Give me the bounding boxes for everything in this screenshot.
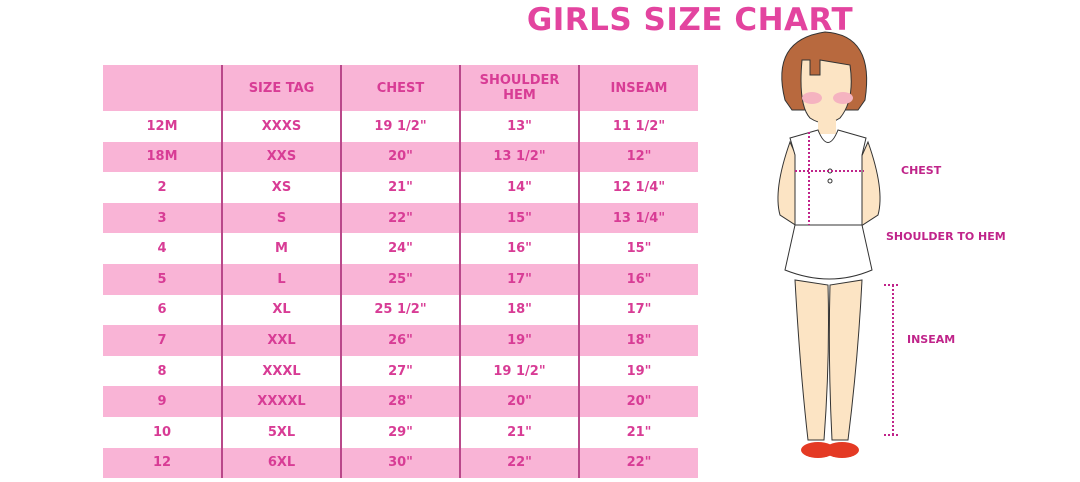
table-cell: 18M [103,141,222,173]
table-cell: XXXXL [221,386,341,417]
table-cell: 22" [578,447,698,479]
table-row: 8 XXXL 27" 19 1/2" 19" [103,355,698,387]
table-row: 18M XXS 20" 13 1/2" 12" [103,141,698,173]
table-cell: 14" [459,172,579,203]
table-row: 12 6XL 30" 22" 22" [103,447,698,479]
table-cell: 17" [578,294,698,326]
table-cell: 21" [340,172,460,203]
table-cell: 18" [459,294,579,326]
table-cell: 16" [578,263,698,295]
table-row: 4 M 24" 16" 15" [103,233,698,264]
table-cell: 12" [578,141,698,173]
size-chart-table: SIZE TAG CHEST SHOULDER HEM INSEAM 12M XXXS 1… [103,65,698,479]
table-cell: S [221,202,341,234]
table-cell: 26" [340,325,460,356]
table-cell: 8 [157,363,167,379]
table-cell: 12 1/4" [578,172,698,203]
table-cell: 28" [340,386,460,417]
table-cell: 13 1/4" [578,202,698,234]
table-row: 9 XXXXL 28" 20" 20" [103,386,698,417]
table-cell: 6XL [221,447,341,479]
table-cell: 29" [340,416,460,448]
table-row: 7 XXL 26" 19" 18" [103,325,698,356]
table-cell: 30" [340,447,460,479]
table-row: 5 L 25" 17" 16" [103,263,698,295]
table-cell: 22" [340,202,460,234]
table-cell: 24" [340,233,460,264]
column-header [103,65,222,111]
table-cell: 2 [157,179,167,195]
table-cell: XXXS [221,111,341,142]
girl-measurement-illustration [777,31,898,458]
column-header: INSEAM [578,65,698,111]
column-header: SIZE TAG [221,65,341,111]
column-header: SHOULDER HEM [459,65,579,111]
table-cell: 15" [578,233,698,264]
table-cell: XXXL [221,355,341,387]
table-cell: 19" [459,325,579,356]
table-cell: M [221,233,341,264]
table-cell: 21" [459,416,579,448]
table-cell: 16" [459,233,579,264]
table-cell: 4 [157,241,167,257]
table-row: 6 XL 25 1/2" 18" 17" [103,294,698,326]
table-cell: 13 1/2" [459,141,579,173]
table-cell: 3 [103,202,222,234]
table-cell: 7 [103,325,222,356]
table-cell: 21" [578,416,698,448]
table-cell: 20" [340,141,460,173]
table-cell: 19" [578,355,698,387]
table-cell: 6 [157,302,167,318]
table-cell: 11 1/2" [578,111,698,142]
chest-label: CHEST [901,164,942,177]
table-cell: 18" [578,325,698,356]
column-header: CHEST [340,65,460,111]
table-cell: 19 1/2" [340,111,460,142]
page-title: GIRLS SIZE CHART [526,2,854,38]
table-row: 3 S 22" 15" 13 1/4" [103,202,698,234]
table-cell: 20" [578,386,698,417]
table-cell: 27" [340,355,460,387]
table-cell: 5XL [221,416,341,448]
table-cell: 15" [459,202,579,234]
table-cell: XXL [221,325,341,356]
table-cell: XS [221,172,341,203]
table-cell: 25 1/2" [340,294,460,326]
table-row: 2 XS 21" 14" 12 1/4" [103,172,698,203]
shoulder-to-hem-label: SHOULDER TO HEM [886,230,1006,243]
table-cell: 12M [146,118,178,134]
table-cell: 20" [459,386,579,417]
table-row: 10 5XL 29" 21" 21" [103,416,698,448]
table-cell: 9 [103,386,222,417]
table-cell: 12 [103,447,222,479]
table-cell: 22" [459,447,579,479]
table-cell: 19 1/2" [459,355,579,387]
inseam-label: INSEAM [907,333,956,346]
table-cell: 13" [459,111,579,142]
table-cell: 10 [152,424,172,440]
table-row: 12M XXXS 19 1/2" 13" 11 1/2" [103,111,698,142]
table-cell: XL [221,294,341,326]
table-header-row: SIZE TAG CHEST SHOULDER HEM INSEAM [103,65,698,111]
table-cell: 5 [103,263,222,295]
table-cell: 25" [340,263,460,295]
table-cell: XXS [221,141,341,173]
table-cell: L [221,263,341,295]
table-cell: 17" [459,263,579,295]
